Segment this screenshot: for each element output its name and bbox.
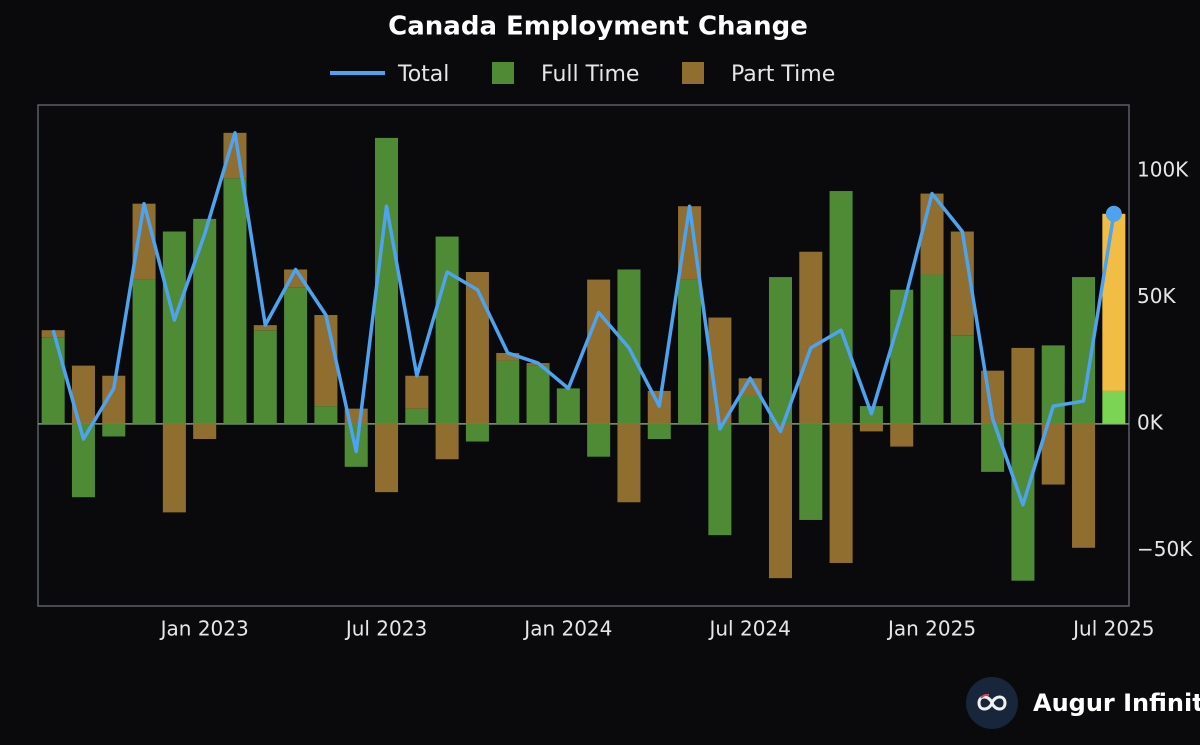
highlight-marker <box>1105 205 1122 222</box>
bar <box>496 360 520 424</box>
bar <box>132 203 156 280</box>
bar <box>253 330 277 424</box>
bar <box>284 287 308 424</box>
bar <box>859 423 883 432</box>
bar <box>71 423 95 498</box>
bar <box>193 423 217 439</box>
bar <box>829 423 853 563</box>
bar <box>405 408 429 424</box>
bar <box>435 236 459 424</box>
x-tick-label: Jul 2024 <box>707 617 790 641</box>
brand-logo <box>966 677 1018 729</box>
bar <box>981 423 1005 472</box>
bar <box>738 395 762 424</box>
x-tick-label: Jul 2025 <box>1071 617 1154 641</box>
total-line <box>51 131 1116 507</box>
bar <box>587 279 611 424</box>
bar <box>314 315 338 407</box>
bar <box>1011 347 1035 424</box>
legend-symbol <box>682 62 704 84</box>
bar <box>647 423 671 439</box>
bar <box>374 423 399 493</box>
x-tick-label: Jan 2025 <box>886 617 976 641</box>
legend-label: Full Time <box>541 62 639 87</box>
bar <box>708 423 732 536</box>
legend-label: Total <box>397 62 449 87</box>
bar <box>132 279 156 424</box>
bar <box>102 423 126 437</box>
bar <box>890 289 914 424</box>
bar <box>465 272 489 424</box>
bar <box>405 375 429 409</box>
bar <box>496 352 520 361</box>
chart-title: Canada Employment Change <box>388 12 808 42</box>
bar <box>768 277 793 424</box>
bar <box>1102 390 1126 424</box>
bar <box>223 178 247 424</box>
x-tick-label: Jan 2023 <box>159 617 249 641</box>
brand-name: Augur Infinity <box>1033 689 1200 717</box>
bar <box>465 423 489 442</box>
bar <box>71 365 95 424</box>
bar <box>435 423 459 460</box>
legend-label: Part Time <box>731 62 835 87</box>
bar <box>890 423 914 447</box>
bar <box>799 423 823 520</box>
bar <box>617 423 641 503</box>
bar <box>556 388 580 424</box>
y-tick-label: 50K <box>1137 284 1176 308</box>
bar <box>193 218 217 424</box>
bar <box>678 279 702 424</box>
bar <box>768 423 793 579</box>
bar <box>1102 213 1126 391</box>
bar <box>1041 423 1065 485</box>
bar <box>920 274 944 424</box>
bar <box>1072 277 1096 424</box>
x-tick-label: Jan 2024 <box>522 617 612 641</box>
bar <box>102 375 126 424</box>
y-tick-label: −50K <box>1137 537 1193 561</box>
bar <box>374 137 399 424</box>
bar <box>1072 423 1096 548</box>
bar <box>799 251 823 424</box>
bar <box>314 406 338 424</box>
bar <box>162 231 186 424</box>
bar <box>41 337 65 424</box>
legend-symbol <box>492 62 514 84</box>
y-tick-label: 0K <box>1137 410 1164 434</box>
bar <box>162 423 186 513</box>
bar <box>950 335 974 424</box>
bar <box>253 325 277 331</box>
bar <box>829 191 853 424</box>
bar <box>587 423 611 457</box>
bar <box>526 365 550 424</box>
y-tick-label: 100K <box>1137 157 1189 181</box>
plot-frame <box>37 104 1130 607</box>
x-tick-label: Jul 2023 <box>344 617 427 641</box>
